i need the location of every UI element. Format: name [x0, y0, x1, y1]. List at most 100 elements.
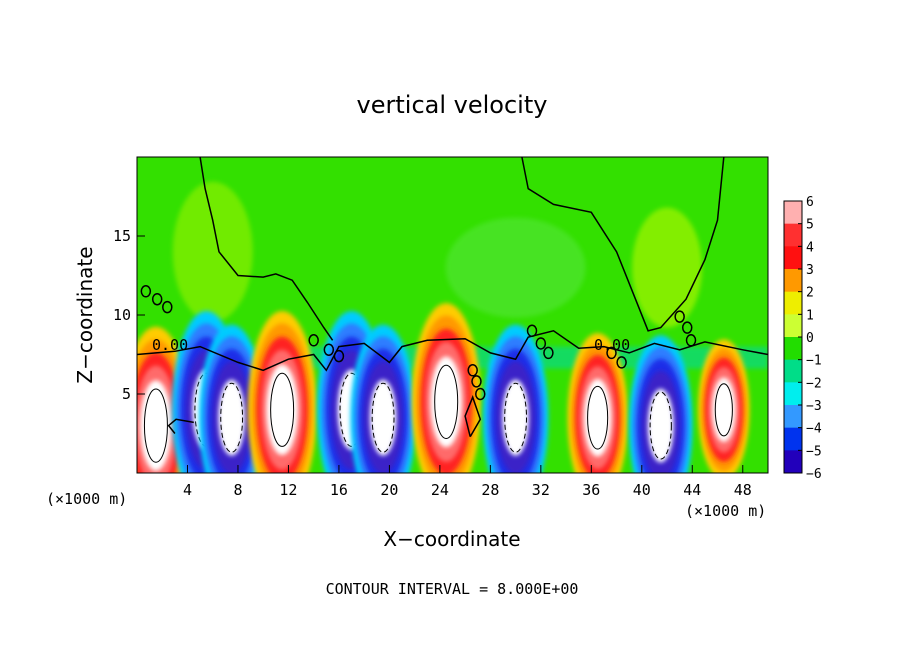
cell-ring	[369, 379, 397, 456]
zero-contour-lower	[137, 329, 768, 372]
cell-contour	[649, 391, 672, 460]
downdraft-cell	[482, 324, 549, 473]
downdraft-cell	[198, 324, 265, 473]
x-tick-label: 12	[279, 481, 297, 499]
x-axis-label: X−coordinate	[383, 527, 520, 551]
zero-contour-loop	[616, 356, 627, 369]
zero-contour-loop	[606, 346, 617, 360]
x-tick-label: 16	[330, 481, 348, 499]
colorbar-label: −1	[806, 354, 822, 369]
cell-ring	[140, 380, 172, 471]
y-tick-label: 10	[113, 306, 131, 324]
colorbar-label: −4	[806, 422, 822, 437]
x-tick-label: 40	[633, 481, 651, 499]
colorbar-label: 4	[806, 240, 814, 255]
cell-contour	[371, 382, 395, 453]
zero-contour-loop	[151, 292, 163, 306]
bg-patch	[632, 207, 703, 328]
updraft-cell	[567, 333, 628, 473]
colorbar-label: 2	[806, 286, 814, 301]
colorbar-swatch	[784, 337, 802, 361]
x-tick-label: 20	[380, 481, 398, 499]
updraft-cell	[698, 339, 750, 473]
bg-patch	[445, 217, 586, 318]
colorbar-swatch	[784, 427, 802, 451]
zero-contour-loop	[681, 321, 693, 334]
cell-ring	[712, 377, 736, 443]
zero-contour-loop	[535, 337, 547, 350]
colorbar-label: −3	[806, 399, 822, 414]
cell-ring	[266, 364, 298, 456]
colorbar-swatch	[784, 382, 802, 406]
contour-label-right: 0.00	[594, 336, 630, 354]
zero-contour-cell	[464, 395, 482, 438]
x-tick-label: 28	[481, 481, 499, 499]
colorbar-swatch	[784, 314, 802, 338]
colorbar-label: 3	[806, 263, 814, 278]
zero-contour-loop	[162, 300, 173, 314]
colorbar-label: 1	[806, 308, 814, 323]
cell-ring	[502, 379, 529, 456]
zero-contour-loop	[471, 375, 482, 388]
cell-ring	[218, 379, 245, 456]
updraft-cell	[247, 311, 317, 473]
velocity-cells	[137, 303, 750, 473]
cell-contour	[143, 388, 168, 463]
zero-contour-loop	[475, 387, 486, 401]
x-tick-label: 44	[683, 481, 701, 499]
colorbar-swatch	[784, 201, 802, 225]
cell-contour	[587, 385, 609, 450]
cell-contour	[714, 383, 733, 437]
zero-contour-loop	[308, 334, 319, 347]
colorbar-swatch	[784, 291, 802, 315]
x-tick-label: 48	[734, 481, 752, 499]
zero-contour-loop	[467, 364, 478, 377]
colorbar-label: 6	[806, 195, 814, 210]
colorbar-swatch	[784, 269, 802, 293]
downdraft-cell	[350, 324, 416, 473]
plot-field: 0.00 0.00	[137, 157, 768, 473]
colorbar-swatch	[784, 223, 802, 247]
colorbar-swatch	[784, 405, 802, 429]
colorbar-label: 5	[806, 218, 814, 233]
colorbar-swatch	[784, 359, 802, 383]
cell-contour	[220, 382, 244, 453]
colorbar-label: −6	[806, 467, 822, 482]
contour-label-left: 0.00	[152, 336, 188, 354]
x-unit-right: (×1000 m)	[685, 502, 766, 520]
colorbar-swatch	[784, 246, 802, 270]
cell-contour	[270, 372, 295, 447]
zero-contour-loop	[526, 324, 538, 338]
zero-contour-loop	[685, 334, 697, 347]
x-tick-label: 4	[183, 481, 192, 499]
updraft-cell	[411, 303, 481, 473]
cell-ring	[430, 356, 463, 448]
zero-contour-upper-left	[199, 157, 334, 341]
downdraft-cell	[628, 335, 693, 473]
cell-contour	[504, 382, 528, 453]
y-axis-label: Z−coordinate	[73, 246, 97, 383]
cell-ring	[583, 378, 612, 457]
x-tick-label: 36	[582, 481, 600, 499]
x-tick-label: 8	[233, 481, 242, 499]
zero-contour-upper-right	[521, 157, 725, 332]
zero-contour-loop	[543, 346, 554, 360]
y-tick-label: 15	[113, 227, 131, 245]
zero-contour-loop	[140, 285, 152, 298]
colorbar-label: −2	[806, 376, 822, 391]
zero-contours	[137, 157, 768, 438]
zero-contour-cell	[167, 418, 194, 434]
colorbar: 6 5 4 3 2 1 0 −1 −2 −3 −4 −5 −6	[783, 195, 822, 482]
y-tick-label: 5	[122, 385, 131, 403]
x-unit-left: (×1000 m)	[46, 490, 127, 508]
cell-contour	[434, 364, 459, 439]
zero-contour-loop	[323, 343, 335, 357]
bg-patch	[172, 181, 253, 322]
colorbar-label: 0	[806, 331, 814, 346]
cell-ring	[647, 388, 674, 463]
x-tick-label: 32	[532, 481, 550, 499]
chart-title: vertical velocity	[357, 91, 548, 119]
colorbar-swatch	[784, 450, 802, 474]
x-axis-ticks: 4 8 12 16 20 24 28 32 36 40 44 48	[183, 465, 752, 499]
